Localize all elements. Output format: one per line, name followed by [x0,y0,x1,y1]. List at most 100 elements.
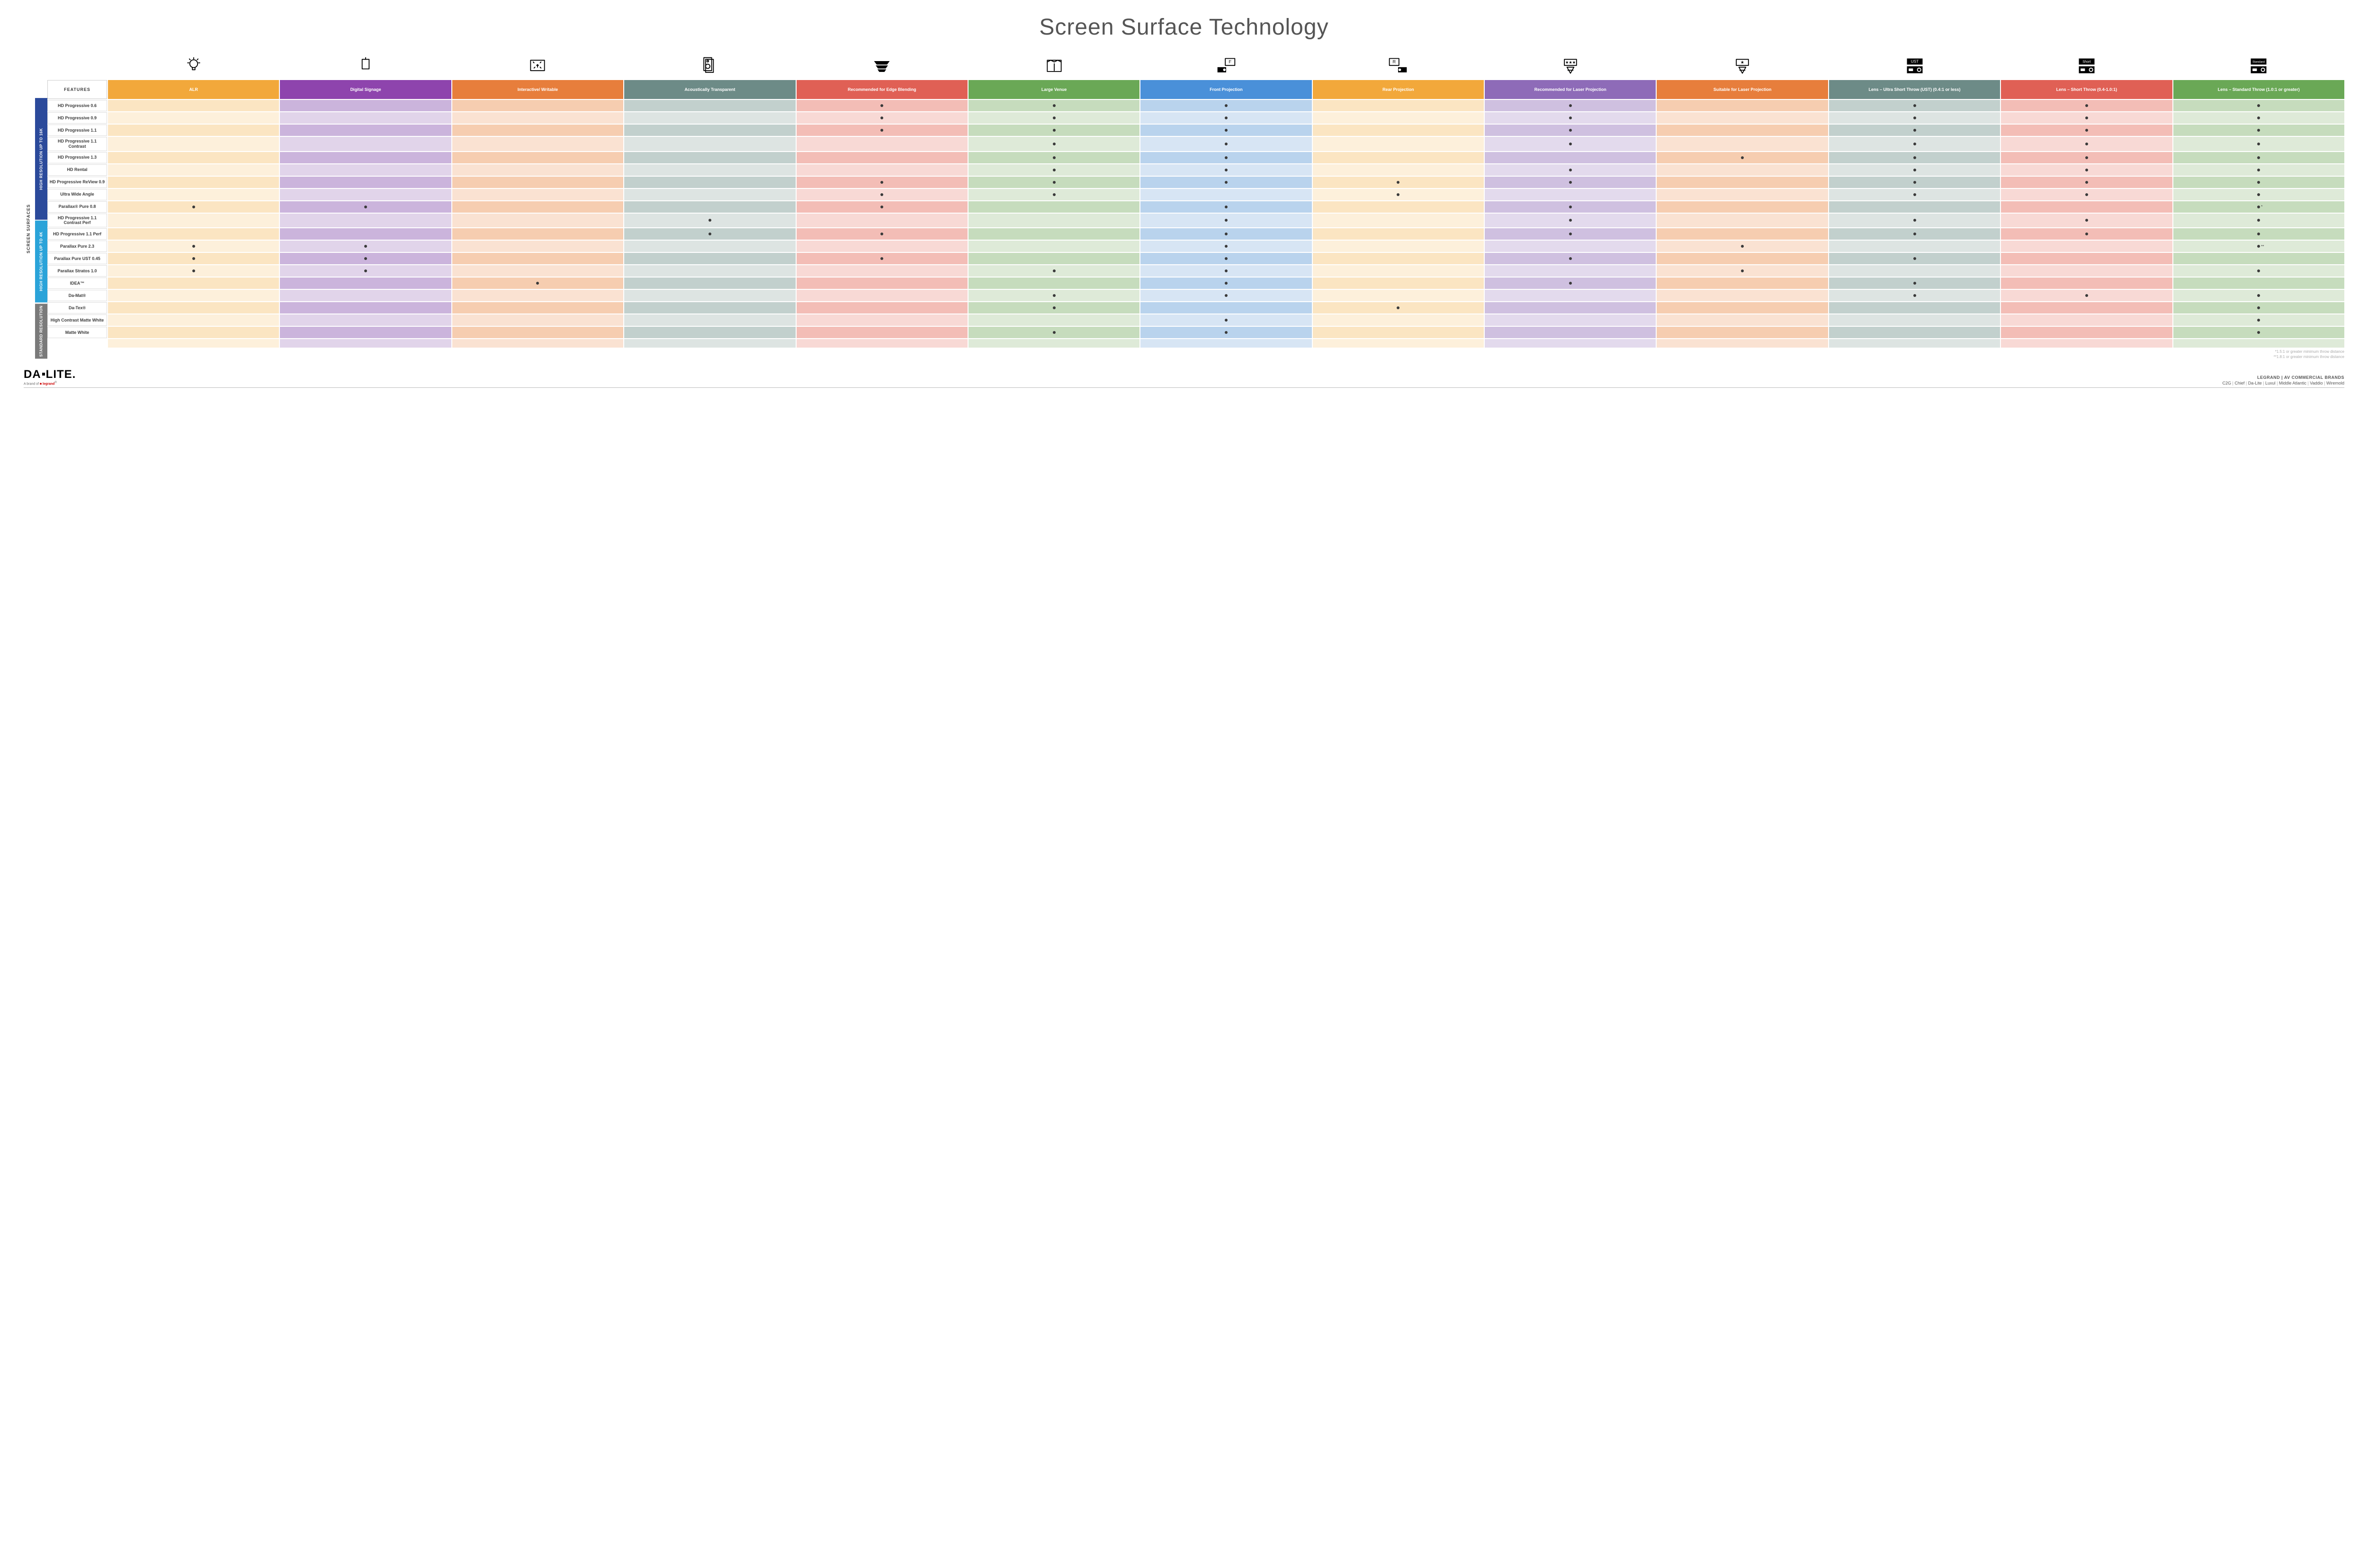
cell-laser_rec [1485,152,1656,163]
cell-laser_suit [1657,290,1828,301]
cell-ust [1829,112,2000,124]
row-label: HD Progressive 0.6 [47,100,107,111]
cell-front [1140,152,1311,163]
cell-laser_rec [1485,302,1656,314]
cell-edge [797,241,968,252]
cell-std: * [2173,201,2344,213]
cell-std [2173,278,2344,289]
cell-interactive [452,214,623,228]
cell-laser_suit [1657,228,1828,240]
cell-signage [280,112,451,124]
column-header-laser_suit: Suitable for Laser Projection [1657,80,1828,99]
cell-interactive [452,265,623,277]
cell-ust [1829,302,2000,314]
cell-interactive [452,125,623,136]
cell-rear [1313,189,1484,200]
column-icon-front: F [1140,54,1311,78]
column-icon-acoustic [624,54,795,78]
svg-text:R: R [1393,60,1396,64]
cell-signage [280,278,451,289]
cell-venue [969,100,1139,111]
cell-venue [969,112,1139,124]
cell-short [2001,112,2172,124]
column-header-front: Front Projection [1140,80,1311,99]
logo-subline: A brand of ■ legrand® [24,381,76,385]
cell-laser_suit [1657,253,1828,264]
column-icon-edge [797,54,968,78]
cell-venue [969,278,1139,289]
group-label: HIGH RESOLUTION UP TO 4K [35,221,47,303]
cell-interactive [452,189,623,200]
cell-interactive [452,327,623,338]
cell-front [1140,290,1311,301]
row-label: Ultra Wide Angle [47,189,107,200]
cell-venue [969,164,1139,176]
table-row: Parallax Pure UST 0.45 [47,253,2344,264]
cell-laser_rec [1485,327,1656,338]
table-row: Ultra Wide Angle [47,189,2344,200]
row-label: Da-Tex® [47,302,107,314]
features-header: FEATURES [47,80,107,99]
table-row: HD Rental [47,164,2344,176]
column-header-signage: Digital Signage [280,80,451,99]
cell-laser_rec [1485,100,1656,111]
cell-ust [1829,265,2000,277]
cell-short [2001,125,2172,136]
cell-laser_suit [1657,314,1828,326]
cell-alr [108,241,279,252]
cell-alr [108,125,279,136]
cell-venue [969,302,1139,314]
cell-venue [969,214,1139,228]
svg-text:Short: Short [2082,60,2091,64]
cell-acoustic [624,265,795,277]
cell-std [2173,214,2344,228]
cell-laser_suit [1657,152,1828,163]
cell-rear [1313,327,1484,338]
cell-edge [797,290,968,301]
cell-laser_rec [1485,125,1656,136]
row-label: HD Progressive 1.3 [47,152,107,163]
cell-signage [280,177,451,188]
cell-interactive [452,201,623,213]
cell-alr [108,112,279,124]
cell-ust [1829,253,2000,264]
cell-ust [1829,241,2000,252]
cell-alr [108,253,279,264]
column-headers-row: FEATURES ALRDigital SignageInteractive/ … [47,80,2344,99]
column-icon-short: Short [2001,54,2172,78]
cell-rear [1313,290,1484,301]
cell-short [2001,302,2172,314]
cell-interactive [452,137,623,151]
cell-rear [1313,125,1484,136]
cell-front [1140,100,1311,111]
cell-acoustic [624,314,795,326]
cell-laser_suit [1657,265,1828,277]
cell-edge [797,327,968,338]
cell-front [1140,241,1311,252]
cell-laser_suit [1657,327,1828,338]
cell-edge [797,228,968,240]
cell-alr [108,228,279,240]
cell-rear [1313,112,1484,124]
cell-acoustic [624,100,795,111]
cell-ust [1829,214,2000,228]
cell-signage [280,214,451,228]
cell-short [2001,228,2172,240]
cell-acoustic [624,241,795,252]
cell-front [1140,265,1311,277]
cell-rear [1313,137,1484,151]
cell-ust [1829,278,2000,289]
cell-signage [280,327,451,338]
brand-list: LEGRAND | AV COMMERCIAL BRANDS C2GChiefD… [2222,375,2344,385]
cell-rear [1313,228,1484,240]
cell-signage [280,137,451,151]
cell-edge [797,112,968,124]
cell-acoustic [624,164,795,176]
cell-laser_suit [1657,201,1828,213]
cell-edge [797,164,968,176]
cell-edge [797,253,968,264]
cell-edge [797,302,968,314]
cell-interactive [452,302,623,314]
cell-laser_rec [1485,290,1656,301]
cell-ust [1829,177,2000,188]
